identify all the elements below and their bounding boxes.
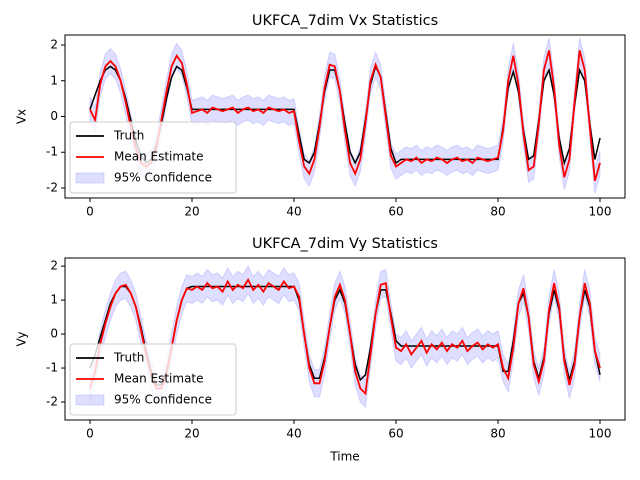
x-axis-label: Time [329,450,359,464]
y-tick-label: 0 [50,109,58,123]
confidence-band [89,265,601,409]
series-line [89,277,601,396]
legend-label: Mean Estimate [114,372,204,386]
y-tick-label: -2 [46,395,58,409]
legend-label: 95% Confidence [114,171,212,185]
x-tick-label: 40 [286,427,301,441]
y-tick-label: 2 [50,38,58,52]
y-axis-label: Vx [15,109,29,124]
x-tick-label: 20 [184,205,199,219]
x-tick-label: 60 [388,427,403,441]
x-tick-label: 40 [286,205,301,219]
y-tick-label: -1 [46,145,58,159]
legend: Truth Mean Estimate 95% Confidence [69,121,237,194]
legend-box [69,343,237,416]
confidence-band [89,37,601,194]
chart-title: UKFCA_7dim Vy Statistics [252,236,438,252]
legend-swatch [75,394,105,406]
legend-label: Mean Estimate [114,150,204,164]
series-line [89,64,601,166]
y-tick-label: 0 [50,327,58,341]
x-tick-label: 100 [589,205,612,219]
legend-label: Truth [113,129,144,143]
legend-label: Truth [113,351,144,365]
legend-swatch [75,172,105,184]
y-axis-label: Vy [15,332,29,347]
y-tick-label: 1 [50,293,58,307]
x-tick-label: 0 [86,427,94,441]
y-tick-label: -1 [46,361,58,375]
x-tick-label: 20 [184,427,199,441]
x-tick-label: 0 [86,205,94,219]
x-tick-label: 60 [388,205,403,219]
y-tick-label: 2 [50,259,58,273]
chart-title: UKFCA_7dim Vx Statistics [252,13,438,29]
legend-label: 95% Confidence [114,393,212,407]
axes-frame [64,257,626,421]
legend-box [69,121,237,194]
x-tick-label: 100 [589,427,612,441]
legend: Truth Mean Estimate 95% Confidence [69,343,237,416]
y-tick-label: 1 [50,73,58,87]
y-tick-label: -2 [46,180,58,194]
series-line [89,50,601,182]
x-tick-label: 80 [490,427,505,441]
x-tick-label: 80 [490,205,505,219]
